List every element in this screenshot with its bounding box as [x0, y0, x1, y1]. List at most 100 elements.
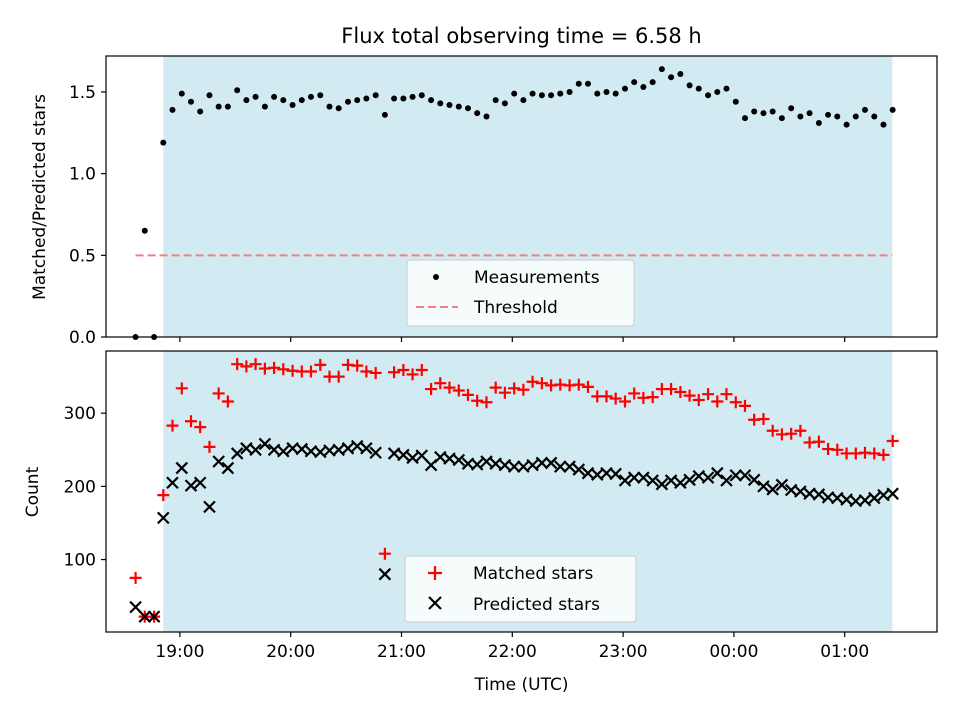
measurement-point: [271, 93, 278, 100]
predicted-star-marker: [378, 567, 392, 581]
predicted-star-marker: [397, 448, 410, 462]
predicted-star-marker: [535, 456, 549, 470]
predicted-star-marker: [738, 469, 752, 482]
measurement-point: [852, 113, 859, 120]
measurement-point: [686, 82, 693, 89]
matched-star-marker: [461, 388, 474, 401]
predicted-star-marker: [295, 442, 309, 456]
measurement-point: [806, 110, 813, 117]
matched-star-marker: [766, 424, 779, 437]
measurement-point: [631, 79, 638, 86]
matched-star-marker: [646, 391, 659, 404]
predicted-star-marker: [138, 610, 152, 623]
measurement-point: [705, 92, 712, 99]
matched-star-marker: [212, 387, 225, 400]
measurement-point: [566, 88, 573, 95]
measurement-point: [511, 90, 518, 97]
measurement-point: [289, 102, 296, 109]
ratio-legend-box: [406, 259, 635, 327]
count-y-ticks: 100 200 300: [64, 404, 106, 571]
measurement-point: [160, 139, 167, 146]
measurement-point: [861, 106, 868, 113]
legend-threshold-label: Threshold: [473, 298, 558, 318]
measurement-point: [834, 113, 841, 120]
matched-star-marker: [397, 364, 410, 377]
predicted-star-marker: [406, 451, 419, 465]
measurement-point: [391, 95, 398, 102]
predicted-star-marker: [655, 477, 669, 491]
matched-star-marker: [166, 419, 179, 432]
predicted-star-marker: [711, 466, 724, 480]
measurement-point: [751, 108, 758, 115]
matched-star-marker: [351, 359, 364, 372]
predicted-star-marker: [664, 474, 678, 487]
matched-star-marker: [415, 364, 428, 377]
measurement-point: [298, 97, 305, 104]
measurement-point: [252, 93, 259, 100]
matched-star-marker: [425, 383, 438, 396]
matched-star-marker: [203, 440, 216, 453]
predicted-star-marker: [470, 458, 484, 471]
matched-star-marker: [711, 395, 724, 408]
measurement-point: [206, 92, 213, 99]
measurement-point: [178, 90, 185, 97]
matched-star-marker: [886, 435, 899, 448]
measurement-point: [141, 227, 148, 234]
matched-star-marker: [618, 395, 631, 408]
count-x-ticks: 19:00 20:00 21:00 22:00 23:00 00:00 01:00: [155, 632, 869, 662]
predicted-star-marker: [554, 460, 567, 473]
matched-star-marker: [249, 358, 262, 371]
predicted-star-marker: [526, 458, 539, 472]
predicted-star-marker: [812, 488, 826, 501]
predicted-star-marker: [147, 610, 161, 623]
predicted-star-marker: [157, 511, 170, 525]
measurement-point: [880, 121, 887, 128]
predicted-stars-points: [129, 437, 899, 623]
legend-matched-label: Matched stars: [473, 564, 593, 584]
measurement-point: [778, 115, 785, 122]
predicted-star-marker: [350, 439, 364, 453]
measurement-point: [344, 98, 351, 105]
measurement-point: [474, 110, 481, 117]
legend-measurements-label: Measurements: [474, 268, 600, 288]
measurement-point: [649, 79, 656, 86]
matched-star-marker: [508, 382, 521, 395]
measurement-point: [483, 113, 490, 120]
matched-star-marker: [369, 366, 382, 379]
measurement-point: [677, 70, 684, 77]
measurement-point: [464, 105, 471, 112]
measurement-point: [215, 103, 222, 110]
predicted-star-marker: [193, 476, 207, 489]
matched-star-marker: [702, 388, 715, 401]
matched-star-marker: [406, 368, 419, 381]
measurement-point: [437, 100, 444, 107]
measurement-point: [520, 97, 527, 104]
count-x-tick-label: 00:00: [709, 642, 758, 662]
predicted-star-marker: [507, 460, 521, 473]
count-y-label: Count: [23, 466, 43, 517]
matched-star-marker: [443, 381, 456, 394]
measurement-point: [234, 87, 241, 94]
matched-star-marker: [240, 360, 253, 373]
measurement-point: [409, 93, 416, 100]
matched-star-marker: [184, 415, 197, 428]
matched-star-marker: [609, 392, 622, 405]
measurement-point: [280, 97, 287, 104]
ratio-y-tick-label: 0.0: [69, 328, 96, 348]
measurement-point: [548, 92, 555, 99]
measurement-point: [335, 105, 342, 112]
measurement-point: [243, 97, 250, 104]
matched-star-marker: [517, 383, 530, 396]
legend-predicted-label: Predicted stars: [473, 595, 600, 615]
measurement-point: [197, 108, 204, 115]
predicted-star-marker: [277, 444, 290, 458]
matched-star-marker: [628, 387, 641, 400]
predicted-star-marker: [683, 473, 696, 487]
matched-star-marker: [221, 395, 234, 408]
measurement-point: [714, 88, 721, 95]
matched-star-marker: [757, 413, 770, 426]
measurement-point: [843, 121, 850, 128]
predicted-star-marker: [175, 461, 189, 475]
predicted-star-marker: [674, 476, 687, 489]
ratio-legend: Measurements Threshold: [406, 259, 635, 327]
